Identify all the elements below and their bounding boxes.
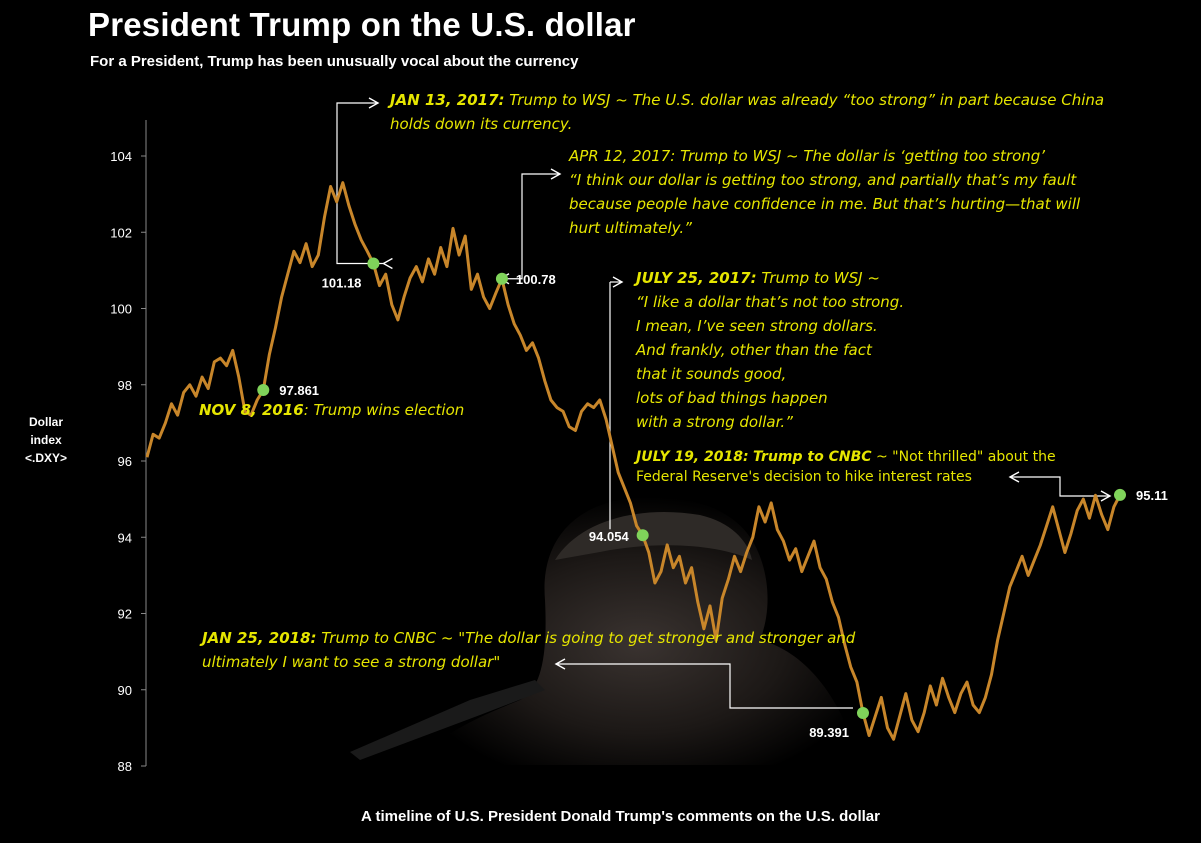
annotation-line: JULY 25, 2017: Trump to WSJ ~ (636, 266, 904, 290)
arrow-jan-2018 (556, 663, 853, 709)
data-point-label: 100.78 (516, 272, 556, 287)
y-axis-ticks: 88 90 92 94 96 98 100 102 104 (110, 149, 146, 774)
y-tick-label: 96 (118, 454, 132, 469)
annotation-arrows (336, 97, 1112, 709)
data-point-label: 97.861 (279, 383, 319, 398)
data-point-label: 94.054 (589, 529, 630, 544)
annotation-line: that it sounds good, (636, 365, 787, 383)
annotation-line: ultimately I want to see a strong dollar… (202, 653, 501, 671)
annotation-line: because people have confidence in me. Bu… (569, 195, 1081, 213)
annotation-line: “I like a dollar that’s not too strong. (636, 293, 905, 311)
arrowhead (612, 276, 624, 288)
annotation-date: JAN 13, 2017: (390, 91, 505, 109)
annotation-date: JULY 19, 2018: (636, 449, 749, 465)
background-portrait (350, 496, 860, 765)
annotation-jul-2018: JULY 19, 2018: Trump to CNBC ~ "Not thri… (636, 447, 1056, 487)
arrowhead (381, 257, 393, 270)
annotation-apr-2017: APR 12, 2017: Trump to WSJ ~ The dollar … (569, 144, 1080, 240)
data-point-marker (1114, 488, 1126, 501)
data-point-marker (636, 529, 649, 542)
annotation-text: Trump to WSJ ~ The U.S. dollar was alrea… (504, 91, 1105, 109)
y-tick-label: 104 (110, 149, 132, 164)
arrowhead (1008, 471, 1020, 483)
annotation-separator: : (303, 401, 309, 419)
data-point-marker (495, 272, 508, 285)
annotation-jul-2017: JULY 25, 2017: Trump to WSJ ~ “I like a … (636, 266, 904, 434)
y-axis-label-line: Dollar (28, 415, 63, 429)
annotation-nov-2016: NOV 8, 2016: Trump wins election (199, 398, 464, 422)
annotation-line: hurt ultimately.” (569, 219, 692, 237)
annotation-line: JAN 25, 2018: Trump to CNBC ~ "The dolla… (202, 626, 855, 650)
y-tick-label: 102 (110, 225, 132, 240)
annotation-line: And frankly, other than the fact (636, 341, 872, 359)
annotation-text: Trump wins election (308, 401, 465, 419)
annotation-line: “I think our dollar is getting too stron… (569, 171, 1077, 189)
annotation-text: Trump to CNBC ~ "The dollar is going to … (316, 629, 856, 647)
annotation-line: lots of bad things happen (636, 389, 828, 407)
annotation-line: APR 12, 2017: Trump to WSJ ~ The dollar … (569, 147, 1046, 165)
data-point-marker (856, 706, 869, 719)
series-layer (145, 181, 1122, 741)
chart-subtitle: For a President, Trump has been unusuall… (90, 53, 579, 70)
arrowhead (368, 97, 380, 109)
arrow-apr-2017 (500, 173, 560, 280)
arrow-jan-2017 (336, 102, 384, 265)
annotation-date: JULY 25, 2017: (636, 269, 757, 287)
chart-title: President Trump on the U.S. dollar (88, 6, 636, 43)
y-tick-label: 92 (118, 607, 132, 622)
y-tick-label: 88 (118, 759, 132, 774)
y-tick-label: 98 (118, 378, 132, 393)
annotation-jan-2018: JAN 25, 2018: Trump to CNBC ~ "The dolla… (202, 626, 855, 674)
y-tick-label: 94 (118, 530, 132, 545)
y-axis-label-line: <.DXY> (24, 451, 68, 465)
annotation-line: holds down its currency. (390, 115, 573, 133)
annotation-line: JULY 19, 2018: Trump to CNBC ~ "Not thri… (636, 447, 1056, 467)
data-markers: 97.861 101.18 100.78 94.054 89.391 95.11 (257, 257, 1168, 740)
data-point-label: 89.391 (809, 725, 849, 740)
annotation-line: with a strong dollar.” (636, 413, 793, 431)
data-point-marker (367, 257, 380, 270)
annotation-line: JAN 13, 2017: Trump to WSJ ~ The U.S. do… (390, 88, 1104, 112)
y-axis-label: Dollar index <.DXY> (18, 413, 74, 467)
y-tick-label: 90 (118, 683, 132, 698)
arrowhead (554, 658, 566, 670)
annotation-date: JAN 25, 2018: (202, 629, 317, 647)
annotation-line: Federal Reserve's decision to hike inter… (636, 469, 972, 485)
annotation-jan-2017: JAN 13, 2017: Trump to WSJ ~ The U.S. do… (390, 88, 1104, 136)
arrowhead (1100, 490, 1112, 502)
y-tick-label: 100 (110, 302, 132, 317)
data-point-label: 95.11 (1136, 488, 1168, 503)
data-point-marker (257, 384, 270, 397)
y-axis-label-line: index (30, 433, 62, 447)
annotation-line: I mean, I’ve seen strong dollars. (636, 317, 878, 335)
arrowhead (550, 168, 562, 180)
chart-caption: A timeline of U.S. President Donald Trum… (361, 808, 880, 825)
arrow-jul-2018 (1010, 476, 1110, 497)
annotation-text: ~ "Not thrilled" about the (875, 449, 1056, 465)
annotation-source: Trump to CNBC (753, 449, 872, 465)
dollar-index-series-line (145, 181, 1122, 741)
annotation-date: NOV 8, 2016 (199, 401, 304, 419)
annotation-text: Trump to WSJ ~ (756, 269, 880, 287)
data-point-label: 101.18 (322, 276, 362, 291)
